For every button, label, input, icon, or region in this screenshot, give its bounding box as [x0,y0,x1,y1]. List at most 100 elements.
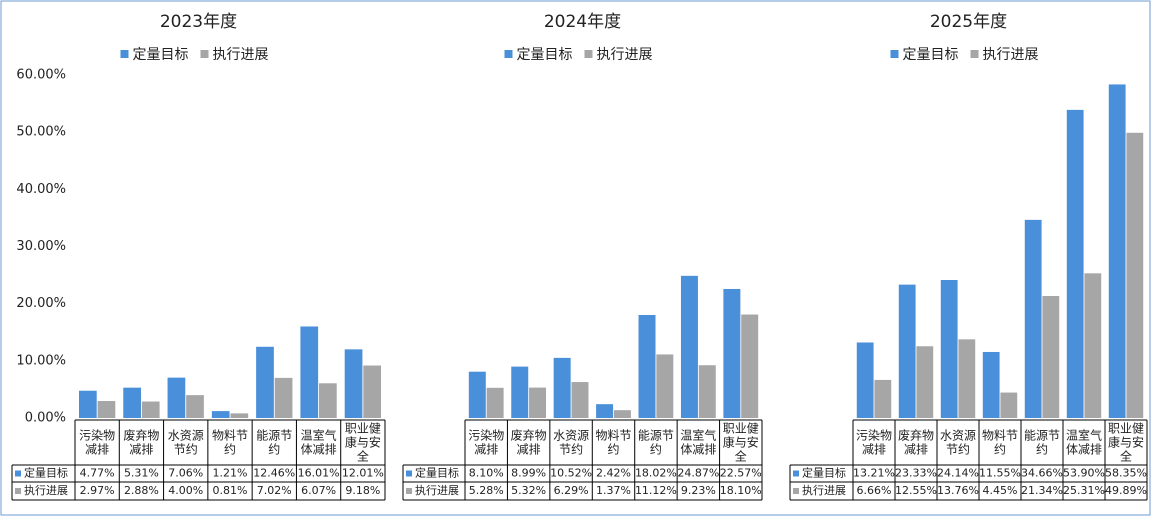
legend-label: 执行进展 [597,47,653,63]
bar [468,371,486,418]
row-label: 定量目标 [802,466,846,480]
category-label: 污染物减排 [468,427,504,456]
bar [741,314,759,418]
bar [1108,84,1126,419]
data-cell: 13.21% [853,467,895,480]
bar [698,365,716,418]
bar [211,411,230,418]
y-tick-label: 20.00% [16,296,66,311]
legend-label: 定量目标 [133,47,189,63]
category-label: 温室气体减排 [301,427,337,456]
data-cell: 22.57% [720,467,762,480]
bar [486,387,504,418]
y-tick-label: 50.00% [16,125,66,140]
y-tick-label: 60.00% [16,68,66,83]
legend-swatch [970,50,979,58]
bar [1024,219,1042,418]
bar [596,404,614,418]
data-cell: 24.14% [937,467,979,480]
category-label: 污染物减排 [856,427,892,456]
bar [1000,392,1018,418]
category-label: 废弃物减排 [511,427,547,456]
data-cell: 53.90% [1063,467,1105,480]
bar [856,342,874,418]
bar [898,284,916,418]
bar [1042,296,1060,418]
data-cell: 12.55% [895,484,937,497]
legend-swatch [406,488,412,494]
category-label: 废弃物减排 [898,427,934,456]
legend-label: 执行进展 [983,47,1039,63]
data-cell: 49.89% [1105,484,1147,497]
data-cell: 25.31% [1063,484,1105,497]
legend-label: 定量目标 [517,47,573,63]
bar [958,339,976,418]
bar [874,379,892,418]
data-cell: 10.52% [550,467,592,480]
legend-swatch [504,50,513,58]
bar [167,377,186,418]
bar [344,349,363,418]
bar [300,326,319,418]
data-cell: 9.18% [345,484,380,497]
bar [638,314,656,418]
data-cell: 12.46% [253,467,295,480]
bar [141,401,160,418]
data-cell: 23.33% [895,467,937,480]
row-label: 执行进展 [415,483,459,497]
bar [1084,273,1102,418]
y-tick-label: 40.00% [16,182,66,197]
bar [186,395,204,418]
category-label: 水资源节约 [553,428,589,456]
data-cell: 4.45% [983,484,1018,497]
data-cell: 1.21% [213,467,248,480]
data-cell: 2.88% [124,484,159,497]
bar [680,275,698,418]
legend-swatch [15,488,21,494]
bar [230,413,249,418]
category-label: 温室气体减排 [680,427,716,456]
legend-label: 定量目标 [903,47,959,63]
category-label: 职业健康与安全 [1108,421,1144,463]
bar [511,366,529,418]
category-label: 职业健康与安全 [723,421,759,463]
row-label: 定量目标 [24,466,68,480]
bar [78,390,97,418]
data-cell: 9.23% [681,484,716,497]
data-cell: 1.37% [596,484,631,497]
data-cell: 12.01% [342,467,384,480]
data-cell: 4.00% [168,484,203,497]
category-label: 能源节约 [256,428,292,456]
chart-title: 2024年度 [544,12,621,32]
legend-swatch [406,470,412,477]
data-cell: 5.28% [469,484,504,497]
legend-swatch [793,470,799,477]
data-cell: 2.42% [596,467,631,480]
data-cell: 11.12% [635,484,677,497]
bar [553,357,571,418]
bar [916,346,934,418]
legend-swatch [890,50,899,58]
bar [97,401,116,418]
bar [529,387,547,418]
data-cell: 24.87% [677,467,719,480]
category-label: 物料节约 [595,428,631,456]
bar [256,346,274,418]
bar [656,354,674,418]
chart-title: 2023年度 [160,12,237,32]
data-cell: 6.66% [857,484,892,497]
row-label: 执行进展 [802,483,846,497]
category-label: 温室气体减排 [1066,427,1102,456]
bar [274,377,293,418]
category-label: 污染物减排 [79,427,115,456]
legend-swatch [584,50,593,58]
y-tick-label: 10.00% [16,353,66,368]
data-cell: 0.81% [213,484,248,497]
data-cell: 21.34% [1021,484,1063,497]
bar [613,410,631,418]
legend-swatch [15,470,21,477]
data-cell: 16.01% [298,467,340,480]
data-cell: 18.02% [635,467,677,480]
